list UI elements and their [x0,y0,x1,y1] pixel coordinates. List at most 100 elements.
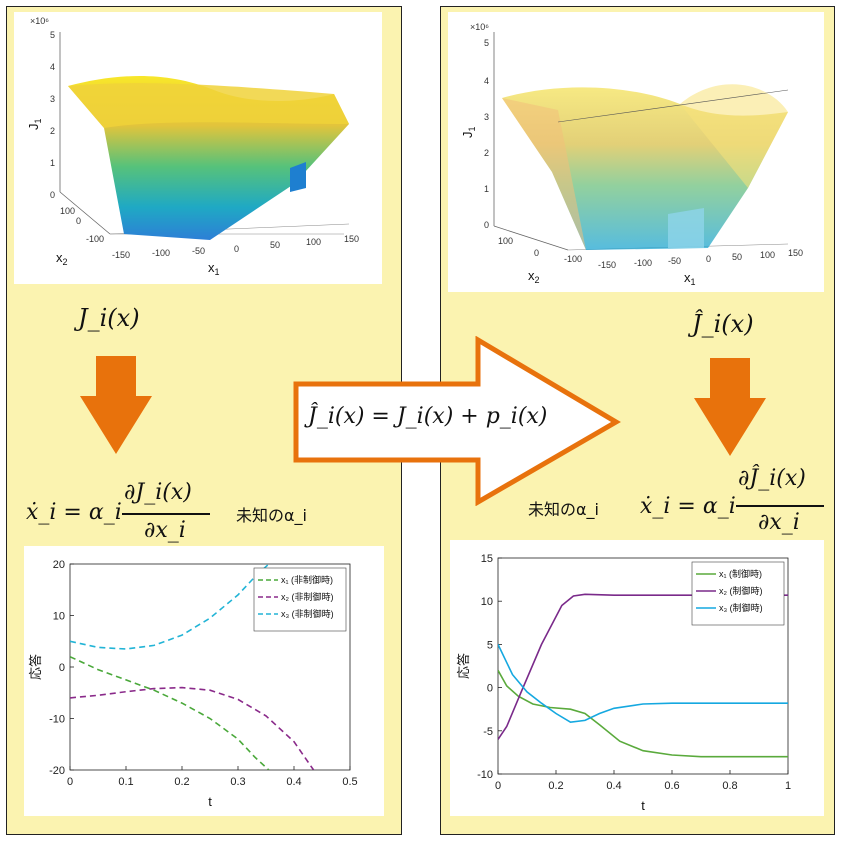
right-surface-plot: ×10⁶ 5 4 3 2 1 0 J1 100 0 -100 x2 -150 -… [448,12,824,292]
right-response-chart-svg: 0 0.2 0.4 0.6 0.8 1 15 10 5 0 -5 -10 t 応答 x₁ (制御時) x₂ (… [456,553,791,813]
x-tick-label: 0 [495,780,501,792]
legend-entry: x₂ (制御時) [719,585,763,596]
legend-entry: x₃ (非制御時) [281,608,334,619]
x2-axis-line [493,225,569,251]
right-fraction-bar [736,505,824,507]
left-unknown-alpha-note: 未知のα_i [236,506,307,525]
x2-axis-label: x2 [56,250,68,267]
z-tick: 4 [484,76,489,86]
surface-right-lobe [680,84,788,188]
left-cost-label: J_i(x) [78,304,140,332]
right-equation-numerator: ∂Ĵ_i(x) [738,466,806,491]
y-tick-label: 10 [481,596,493,608]
legend-entry: x₁ (非制御時) [281,574,333,585]
left-response-chart: 0 0.1 0.2 0.3 0.4 0.5 20 10 0 -10 -20 t 応答 x₁ (非制御時) x… [24,546,384,816]
surface-left-lobe [502,98,586,250]
x-tick-label: 0.1 [118,776,133,788]
z-tick: 1 [50,158,55,168]
series-line-3 [70,564,270,650]
z-axis-label: J1 [460,126,477,138]
x2-tick: -100 [564,254,582,264]
y-tick-label: -10 [49,714,65,726]
x-tick-label: 0.4 [286,776,301,788]
right-equation-denominator: ∂x_i [758,510,800,535]
left-down-arrow [80,356,152,454]
z-tick: 3 [484,112,489,122]
x-axis-label: t [641,798,645,813]
series-line-2 [70,686,315,770]
x1-tick: 0 [706,254,711,264]
z-tick: 1 [484,184,489,194]
z-tick: 2 [50,126,55,136]
z-tick: 5 [484,38,489,48]
x2-tick: 0 [76,216,81,226]
right-unknown-alpha-note: 未知のα_i [528,500,599,519]
left-surface-plot: ×10⁶ 5 4 3 2 1 0 J1 100 0 -100 x2 -150 -… [14,12,382,284]
surface-ridge-line [557,89,789,123]
x-axis-label: t [208,794,212,809]
z-tick: 5 [50,30,55,40]
x-tick-label: 0.6 [664,780,679,792]
y-axis-label: 応答 [456,653,471,679]
left-surface-svg: ×10⁶ 5 4 3 2 1 0 J1 100 0 -100 x2 -150 -… [26,16,359,277]
x2-axis-line [59,191,111,235]
z-tick: 0 [50,190,55,200]
x1-tick: -150 [112,250,130,260]
series-line-1 [498,669,788,758]
x1-tick: -150 [598,260,616,270]
x1-tick: 50 [270,240,280,250]
z-tick: 4 [50,62,55,72]
left-equation-lhs: ẋ_i = α_i [26,500,122,525]
right-down-arrow [694,358,766,456]
legend-box [691,561,785,626]
right-cost-label: Ĵ_i(x) [692,310,754,338]
legend-entry: x₂ (非制御時) [281,591,334,602]
y-tick-label: -20 [49,765,65,777]
x1-tick: -100 [152,248,170,258]
legend-box [253,567,347,632]
x-tick-label: 0.5 [342,776,357,788]
y-tick-label: 5 [487,639,493,651]
right-surface-svg: ×10⁶ 5 4 3 2 1 0 J1 100 0 -100 x2 -150 -… [460,22,803,287]
legend-entry: x₁ (制御時) [719,568,762,579]
y-tick-label: 20 [53,559,65,571]
surface-side-face [668,208,704,248]
left-equation-denominator: ∂x_i [144,518,186,543]
x-tick-label: 0.4 [606,780,621,792]
right-response-chart: 0 0.2 0.4 0.6 0.8 1 15 10 5 0 -5 -10 t 応答 x₁ (制御時) x₂ (… [450,540,824,816]
left-response-chart-svg: 0 0.1 0.2 0.3 0.4 0.5 20 10 0 -10 -20 t 応答 x₁ (非制御時) x… [28,559,358,809]
z-tick: 0 [484,220,489,230]
x1-tick: 100 [306,237,321,247]
x1-tick: 150 [344,234,359,244]
z-exponent: ×10⁶ [470,22,489,32]
x2-axis-label: x2 [528,268,540,285]
x-tick-label: 1 [785,780,791,792]
x2-tick: 100 [498,236,513,246]
series-line-1 [70,655,270,770]
x2-tick: -100 [86,234,104,244]
x1-tick: -50 [192,246,205,256]
right-equation-lhs: ẋ_i = α_i [640,494,736,519]
legend-entry: x₃ (制御時) [719,602,763,613]
left-equation-numerator: ∂J_i(x) [124,480,192,505]
y-tick-label: 0 [59,662,65,674]
x-tick-label: 0.2 [174,776,189,788]
x-tick-label: 0.2 [548,780,563,792]
x-tick-label: 0.8 [722,780,737,792]
y-axis-label: 応答 [28,654,43,680]
x1-tick: -100 [634,258,652,268]
y-tick-label: -5 [483,726,493,738]
x2-tick: 100 [60,206,75,216]
z-tick: 3 [50,94,55,104]
y-tick-label: 10 [53,611,65,623]
x1-tick: 50 [732,252,742,262]
x-tick-label: 0.3 [230,776,245,788]
transform-equation: Ĵ_i(x) = J_i(x) + p_i(x) [308,404,548,429]
y-tick-label: 15 [481,553,493,565]
z-axis-label: J1 [26,118,43,130]
x2-tick: 0 [534,248,539,258]
x-tick-label: 0 [67,776,73,788]
x1-tick: 0 [234,244,239,254]
surface-side-face [290,162,306,192]
x1-tick: 100 [760,250,775,260]
